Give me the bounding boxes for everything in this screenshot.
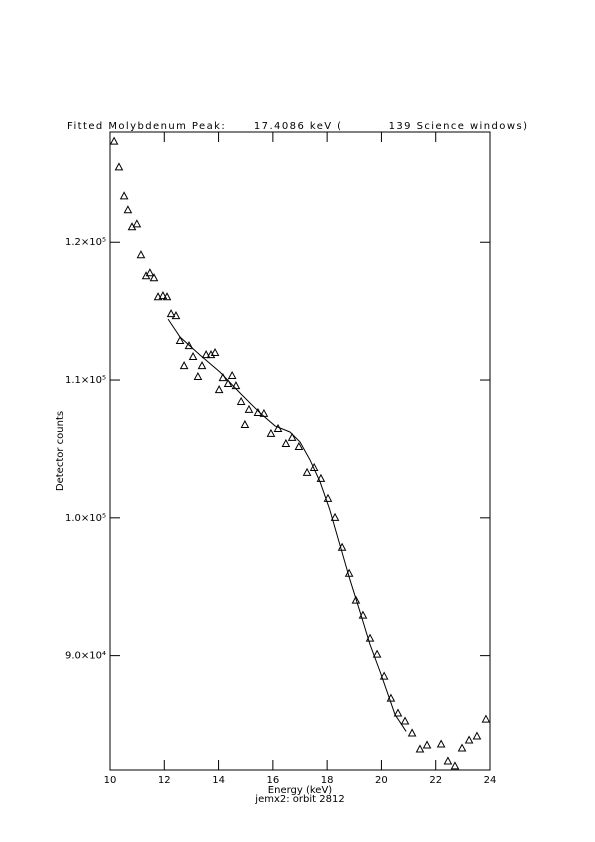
x-tick-label: 10 [104, 775, 117, 786]
y-axis-label: Detector counts [55, 411, 66, 491]
x-tick-label: 20 [375, 775, 388, 786]
data-point [379, 671, 389, 680]
data-point [123, 205, 133, 214]
data-point [443, 756, 453, 765]
data-point [481, 714, 491, 723]
x-tick-label: 16 [266, 775, 279, 786]
data-point [109, 136, 119, 145]
data-point [372, 649, 382, 658]
data-point [162, 292, 172, 301]
chart-title: Fitted Molybdenum Peak: 17.4086 keV ( 13… [67, 121, 527, 132]
data-point [266, 428, 276, 437]
x-axis-label: Energy (keV) [268, 785, 333, 796]
x-tick-label: 12 [158, 775, 171, 786]
data-point [464, 735, 474, 744]
x-tick-label: 18 [321, 775, 334, 786]
data-point [236, 396, 246, 405]
data-point [244, 404, 254, 413]
data-point [136, 250, 146, 259]
data-point [227, 370, 237, 380]
data-point [184, 341, 194, 350]
data-point [214, 385, 224, 394]
data-point [351, 595, 361, 604]
data-point [145, 268, 155, 277]
data-point [450, 761, 460, 770]
data-point [132, 219, 142, 228]
data-point [287, 432, 297, 441]
data-point [158, 291, 168, 300]
y-tick-label: 1.1×10⁵ [65, 375, 106, 386]
data-point [210, 347, 220, 357]
data-point [294, 441, 304, 451]
data-point [259, 408, 269, 417]
y-tick-label: 9.0×10⁴ [65, 651, 106, 662]
data-point [407, 728, 417, 737]
y-tick-label: 1.0×10⁵ [65, 513, 106, 524]
data-point [393, 708, 403, 717]
data-point [231, 381, 241, 390]
x-tick-label: 14 [212, 775, 225, 786]
fit-line [167, 318, 407, 732]
data-point [153, 292, 163, 301]
data-point [400, 716, 410, 725]
data-point [472, 731, 482, 740]
data-point [149, 273, 159, 282]
data-point [302, 467, 312, 476]
data-point [309, 462, 319, 471]
data-point [281, 438, 291, 447]
data-point [422, 740, 432, 749]
data-point [114, 162, 124, 171]
data-point [179, 361, 189, 370]
plot-frame [109, 131, 491, 771]
data-point [166, 309, 176, 318]
data-point [415, 744, 425, 753]
data-point [197, 361, 207, 370]
data-point [188, 351, 198, 361]
data-point [330, 512, 340, 521]
data-point [253, 407, 263, 416]
x-tick-label: 24 [484, 775, 497, 786]
data-point [193, 371, 203, 381]
data-point [436, 739, 446, 748]
data-point [457, 743, 467, 752]
chart-subtitle: jemx2: orbit 2812 [254, 794, 344, 805]
data-point [316, 473, 326, 482]
y-tick-label: 1.2×10⁵ [65, 237, 106, 248]
data-point [240, 419, 250, 428]
data-point [119, 191, 129, 200]
x-tick-label: 22 [429, 775, 442, 786]
data-point [223, 378, 233, 388]
data-point [201, 350, 211, 359]
data-point [171, 311, 181, 320]
data-point [175, 335, 185, 345]
